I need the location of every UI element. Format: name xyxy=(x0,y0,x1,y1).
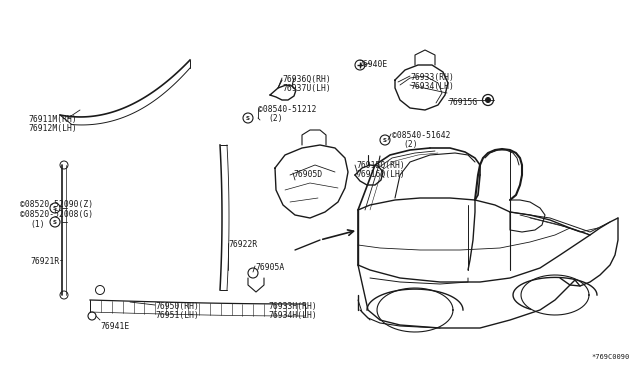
Text: 76937U(LH): 76937U(LH) xyxy=(282,84,331,93)
Text: 76950(RH): 76950(RH) xyxy=(155,302,199,311)
Text: ©08520-52090(Z): ©08520-52090(Z) xyxy=(20,200,93,209)
Text: 76905A: 76905A xyxy=(255,263,284,272)
Text: 76922R: 76922R xyxy=(228,240,257,249)
Text: 76916Q(LH): 76916Q(LH) xyxy=(356,170,404,179)
Text: ©08540-51642: ©08540-51642 xyxy=(392,131,451,140)
Circle shape xyxy=(486,97,490,103)
Text: (1): (1) xyxy=(30,220,45,229)
Text: 76921R: 76921R xyxy=(30,257,60,266)
Text: 76951(LH): 76951(LH) xyxy=(155,311,199,320)
Text: (2): (2) xyxy=(403,140,418,149)
Text: ©08540-51212: ©08540-51212 xyxy=(258,105,317,114)
Text: 76915G: 76915G xyxy=(448,98,477,107)
Text: ©08520-52008(G): ©08520-52008(G) xyxy=(20,210,93,219)
Text: 76934H(LH): 76934H(LH) xyxy=(268,311,317,320)
Text: 76912M(LH): 76912M(LH) xyxy=(28,124,77,133)
Text: 76936Q(RH): 76936Q(RH) xyxy=(282,75,331,84)
Text: 76933(RH): 76933(RH) xyxy=(410,73,454,82)
Text: 76915Q(RH): 76915Q(RH) xyxy=(356,161,404,170)
Text: S: S xyxy=(383,138,387,142)
Text: (2): (2) xyxy=(268,114,283,123)
Text: S: S xyxy=(246,115,250,121)
Text: 76933H(RH): 76933H(RH) xyxy=(268,302,317,311)
Text: 76911M(RH): 76911M(RH) xyxy=(28,115,77,124)
Text: 76905D: 76905D xyxy=(293,170,323,179)
Text: S: S xyxy=(53,219,57,224)
Text: 76934(LH): 76934(LH) xyxy=(410,82,454,91)
Text: 76941E: 76941E xyxy=(100,322,129,331)
Text: S: S xyxy=(53,205,57,211)
Text: 76940E: 76940E xyxy=(358,60,387,69)
Text: *769C0090: *769C0090 xyxy=(592,354,630,360)
